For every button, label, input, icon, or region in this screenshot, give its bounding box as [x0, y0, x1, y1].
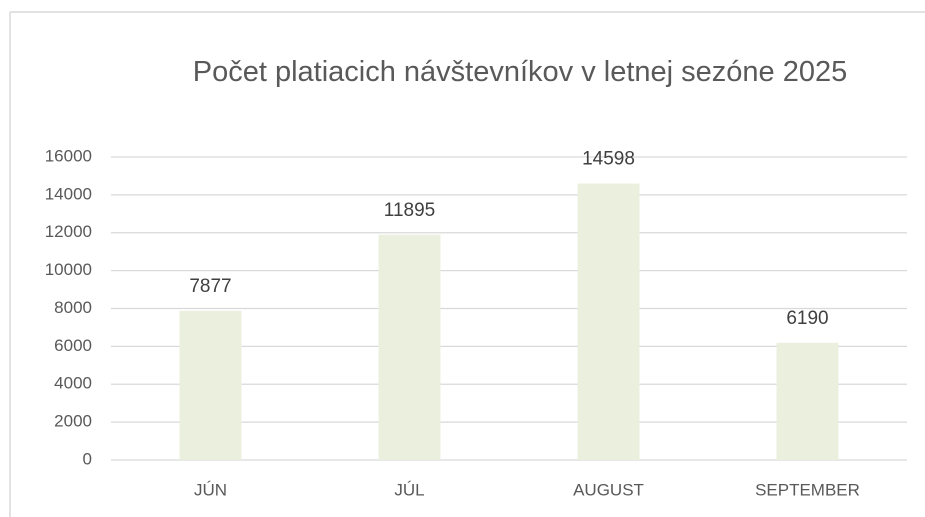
data-label: 14598: [582, 149, 635, 170]
y-tick-label: 16000: [45, 146, 92, 165]
x-tick-label: JÚN: [194, 480, 227, 499]
y-tick-label: 0: [83, 449, 92, 468]
x-tick-label: JÚL: [394, 480, 424, 499]
data-label: 11895: [384, 200, 435, 221]
x-tick-label: SEPTEMBER: [755, 480, 860, 499]
y-tick-label: 2000: [54, 412, 92, 431]
y-tick-label: 8000: [54, 298, 92, 317]
bar: [378, 234, 441, 460]
bar: [577, 183, 640, 461]
bar: [776, 342, 839, 460]
y-tick-label: 6000: [54, 336, 92, 355]
chart-title: Počet platiacich návštevníkov v letnej s…: [192, 56, 848, 88]
bar: [179, 310, 242, 460]
x-tick-label: AUGUST: [573, 480, 644, 499]
data-label: 7877: [189, 276, 231, 297]
y-tick-label: 10000: [45, 260, 92, 279]
y-tick-label: 4000: [54, 374, 92, 393]
data-label: 6190: [786, 308, 828, 329]
y-tick-label: 12000: [45, 222, 92, 241]
y-tick-label: 14000: [45, 184, 92, 203]
